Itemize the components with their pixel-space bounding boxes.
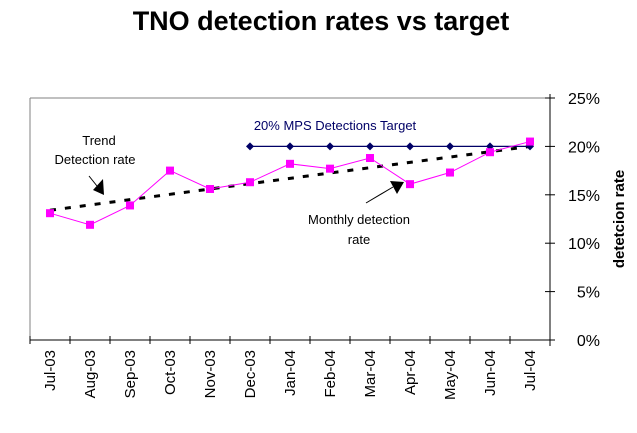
annotation-trend-arrowhead bbox=[93, 179, 104, 195]
monthly-marker bbox=[286, 159, 294, 168]
monthly-marker bbox=[486, 148, 494, 157]
annotation-monthly-line1: Monthly detection bbox=[308, 212, 410, 227]
x-tick-label: Dec-03 bbox=[242, 350, 259, 398]
annotation-monthly-arrow-line bbox=[365, 186, 394, 204]
plot-area bbox=[29, 97, 550, 340]
annotation-monthly-line2: rate bbox=[348, 232, 370, 247]
chart-title: TNO detection rates vs target bbox=[133, 6, 510, 36]
y-tick-label: 20% bbox=[568, 139, 600, 156]
annotation-target-label: 20% MPS Detections Target bbox=[254, 118, 417, 133]
target-marker bbox=[366, 142, 374, 151]
monthly-marker bbox=[126, 201, 134, 210]
x-tick-label: Jun-04 bbox=[482, 350, 499, 396]
annotation-trend: Trend Detection rate bbox=[55, 133, 136, 195]
y-tick-label: 15% bbox=[568, 188, 600, 205]
monthly-marker bbox=[246, 178, 254, 187]
monthly-marker bbox=[166, 166, 174, 175]
monthly-marker bbox=[446, 168, 454, 177]
annotation-trend-line1: Trend bbox=[82, 133, 115, 148]
monthly-marker bbox=[206, 184, 214, 193]
y-tick-label: 0% bbox=[577, 333, 600, 350]
series-trend bbox=[49, 144, 531, 212]
y-tick-label: 25% bbox=[568, 91, 600, 108]
monthly-marker bbox=[326, 164, 334, 173]
trend-line bbox=[49, 144, 531, 212]
annotation-trend-line2: Detection rate bbox=[55, 152, 136, 167]
monthly-marker bbox=[46, 209, 54, 218]
annotation-trend-arrow-line bbox=[88, 175, 98, 187]
x-tick-label: Sep-03 bbox=[122, 350, 139, 398]
x-tick-label: Mar-04 bbox=[362, 350, 379, 398]
target-marker bbox=[406, 142, 414, 151]
monthly-marker bbox=[406, 180, 414, 189]
x-tick-label: Aug-03 bbox=[82, 350, 99, 398]
monthly-marker bbox=[366, 154, 374, 163]
annotation-monthly-arrowhead bbox=[390, 181, 404, 194]
target-marker bbox=[246, 142, 254, 151]
monthly-marker bbox=[86, 220, 94, 229]
y-tick-label: 5% bbox=[577, 285, 600, 302]
x-tick-label: Oct-03 bbox=[162, 350, 179, 395]
target-marker bbox=[286, 142, 294, 151]
series-monthly bbox=[46, 137, 534, 229]
annotation-monthly: Monthly detection rate bbox=[308, 181, 410, 247]
y-axis-title: detetcion rate bbox=[611, 170, 628, 268]
x-tick-label: Feb-04 bbox=[322, 350, 339, 398]
y-tick-label: 10% bbox=[568, 236, 600, 253]
target-marker bbox=[446, 142, 454, 151]
x-tick-label: May-04 bbox=[442, 350, 459, 400]
annotation-target: 20% MPS Detections Target bbox=[254, 118, 417, 133]
target-marker bbox=[326, 142, 334, 151]
x-tick-label: Apr-04 bbox=[402, 350, 419, 395]
x-tick-label: Nov-03 bbox=[202, 350, 219, 398]
monthly-marker bbox=[526, 137, 534, 146]
x-tick-label: Jan-04 bbox=[282, 350, 299, 396]
x-tick-label: Jul-04 bbox=[522, 350, 539, 391]
x-tick-label: Jul-03 bbox=[42, 350, 59, 391]
y-axis: 0% 5% 10% 15% 20% 25% bbox=[545, 91, 600, 350]
x-axis: Jul-03 Aug-03 Sep-03 Oct-03 Nov-03 Dec-03 Jan-… bbox=[29, 336, 551, 400]
